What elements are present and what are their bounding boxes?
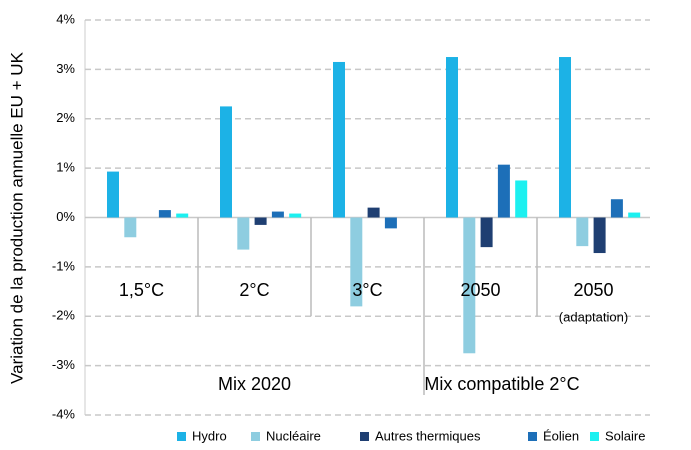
bar xyxy=(254,217,267,225)
y-tick-label: 0% xyxy=(56,209,75,224)
bar xyxy=(237,217,250,250)
bar xyxy=(107,171,119,218)
bar xyxy=(220,106,232,218)
bar xyxy=(176,213,189,218)
legend-label: Autres thermiques xyxy=(375,428,481,443)
y-tick-label: -2% xyxy=(52,308,76,323)
legend-label: Éolien xyxy=(543,428,579,443)
bar xyxy=(384,217,397,229)
legend-swatch xyxy=(590,432,599,441)
category-label: 1,5°C xyxy=(119,280,164,300)
bar xyxy=(463,217,476,354)
y-tick-label: -1% xyxy=(52,258,76,273)
bar xyxy=(158,210,171,218)
legend-label: Hydro xyxy=(192,428,227,443)
y-tick-label: -4% xyxy=(52,406,76,421)
bar xyxy=(350,217,363,307)
y-tick-label: 4% xyxy=(56,11,75,26)
bar xyxy=(480,217,493,248)
y-tick-label: 2% xyxy=(56,110,75,125)
legend-swatch xyxy=(251,432,260,441)
category-label: 2°C xyxy=(239,280,269,300)
bar xyxy=(271,211,284,218)
bar xyxy=(333,61,345,218)
y-tick-label: 1% xyxy=(56,160,75,175)
y-tick-label: 3% xyxy=(56,61,75,76)
bar xyxy=(559,57,571,218)
legend-swatch xyxy=(177,432,186,441)
group-label: Mix 2020 xyxy=(218,374,291,394)
bar xyxy=(628,212,641,218)
legend-swatch xyxy=(528,432,537,441)
bar xyxy=(289,213,302,218)
legend-label: Nucléaire xyxy=(266,428,321,443)
bar xyxy=(593,217,606,254)
bar xyxy=(610,199,623,218)
category-label: 2050 xyxy=(460,280,500,300)
y-axis-label: Variation de la production annuelle EU +… xyxy=(7,51,26,384)
bar xyxy=(124,217,137,238)
legend-swatch xyxy=(360,432,369,441)
bar xyxy=(446,57,458,218)
y-tick-label: -3% xyxy=(52,357,76,372)
bar xyxy=(515,180,528,218)
bar xyxy=(497,164,510,218)
bar xyxy=(367,207,380,218)
legend-label: Solaire xyxy=(605,428,645,443)
category-label: 3°C xyxy=(352,280,382,300)
category-label: 2050 xyxy=(573,280,613,300)
category-note: (adaptation) xyxy=(559,309,628,324)
bar xyxy=(576,217,589,247)
group-label: Mix compatible 2°C xyxy=(424,374,579,394)
